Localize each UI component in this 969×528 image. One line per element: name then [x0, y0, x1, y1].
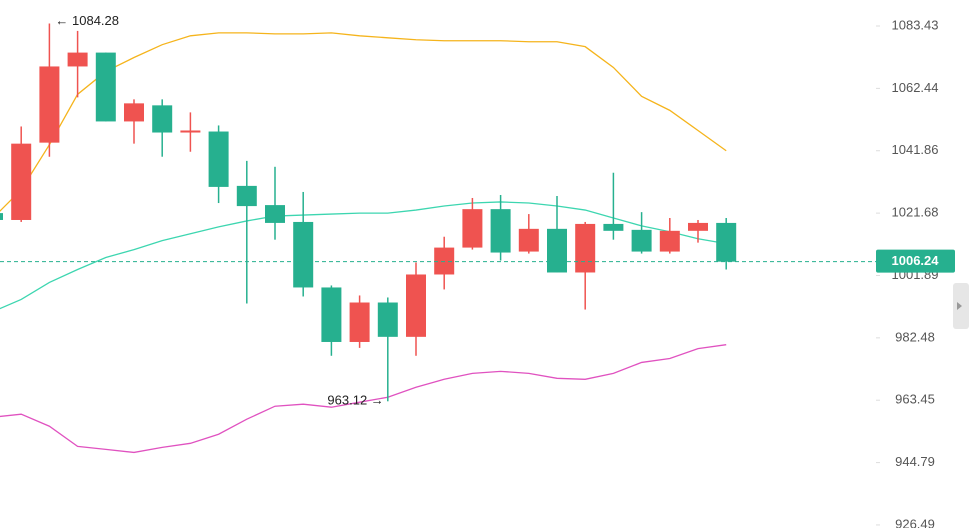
candle-body	[462, 209, 483, 248]
candle-body	[406, 274, 426, 337]
band-line	[0, 201, 727, 310]
layer: 1083.431062.441041.861021.681001.89982.4…	[0, 13, 955, 528]
candle-body	[377, 302, 398, 337]
candle-body	[11, 143, 32, 220]
band-line	[0, 344, 727, 454]
last-price-label: 1006.24	[892, 253, 940, 268]
scroll-arrow	[957, 302, 962, 310]
candle-body	[265, 205, 285, 223]
candle-body	[180, 130, 201, 133]
candle-body	[490, 209, 511, 253]
candle-body	[688, 222, 708, 231]
candle-body	[152, 105, 173, 133]
plot: 1083.431062.441041.861021.681001.89982.4…	[0, 13, 955, 528]
candle-body	[659, 230, 680, 252]
annotation: ← 1084.28	[55, 13, 119, 28]
last-price-tag	[876, 249, 955, 273]
candle-body	[716, 222, 737, 262]
y-tick-label: 1021.68	[892, 205, 939, 220]
candle-body	[39, 66, 60, 143]
candle-body	[321, 287, 342, 342]
y-tick-label: 963.45	[895, 392, 935, 407]
candle-body	[547, 228, 567, 273]
y-tick-label: 926.49	[895, 516, 935, 528]
annotation: 963.12 →	[327, 393, 383, 408]
candle-body	[631, 229, 652, 252]
candle-body	[293, 221, 314, 288]
candle-body	[349, 302, 370, 342]
candle-body	[208, 131, 229, 187]
y-tick-label: 1062.44	[892, 80, 939, 95]
y-tick-label: 944.79	[895, 454, 935, 469]
candle-body	[603, 223, 624, 231]
y-tick-label: 1041.86	[892, 142, 939, 157]
candle-body	[434, 247, 455, 275]
candle-body	[124, 103, 144, 122]
candle-body	[575, 223, 596, 273]
candle-body	[67, 52, 88, 67]
candle-body	[95, 52, 116, 122]
candle-body	[518, 228, 539, 252]
y-tick-label: 1083.43	[892, 17, 939, 32]
y-tick-label: 982.48	[895, 329, 935, 344]
candle-body	[236, 185, 257, 207]
candle-body	[0, 213, 3, 220]
